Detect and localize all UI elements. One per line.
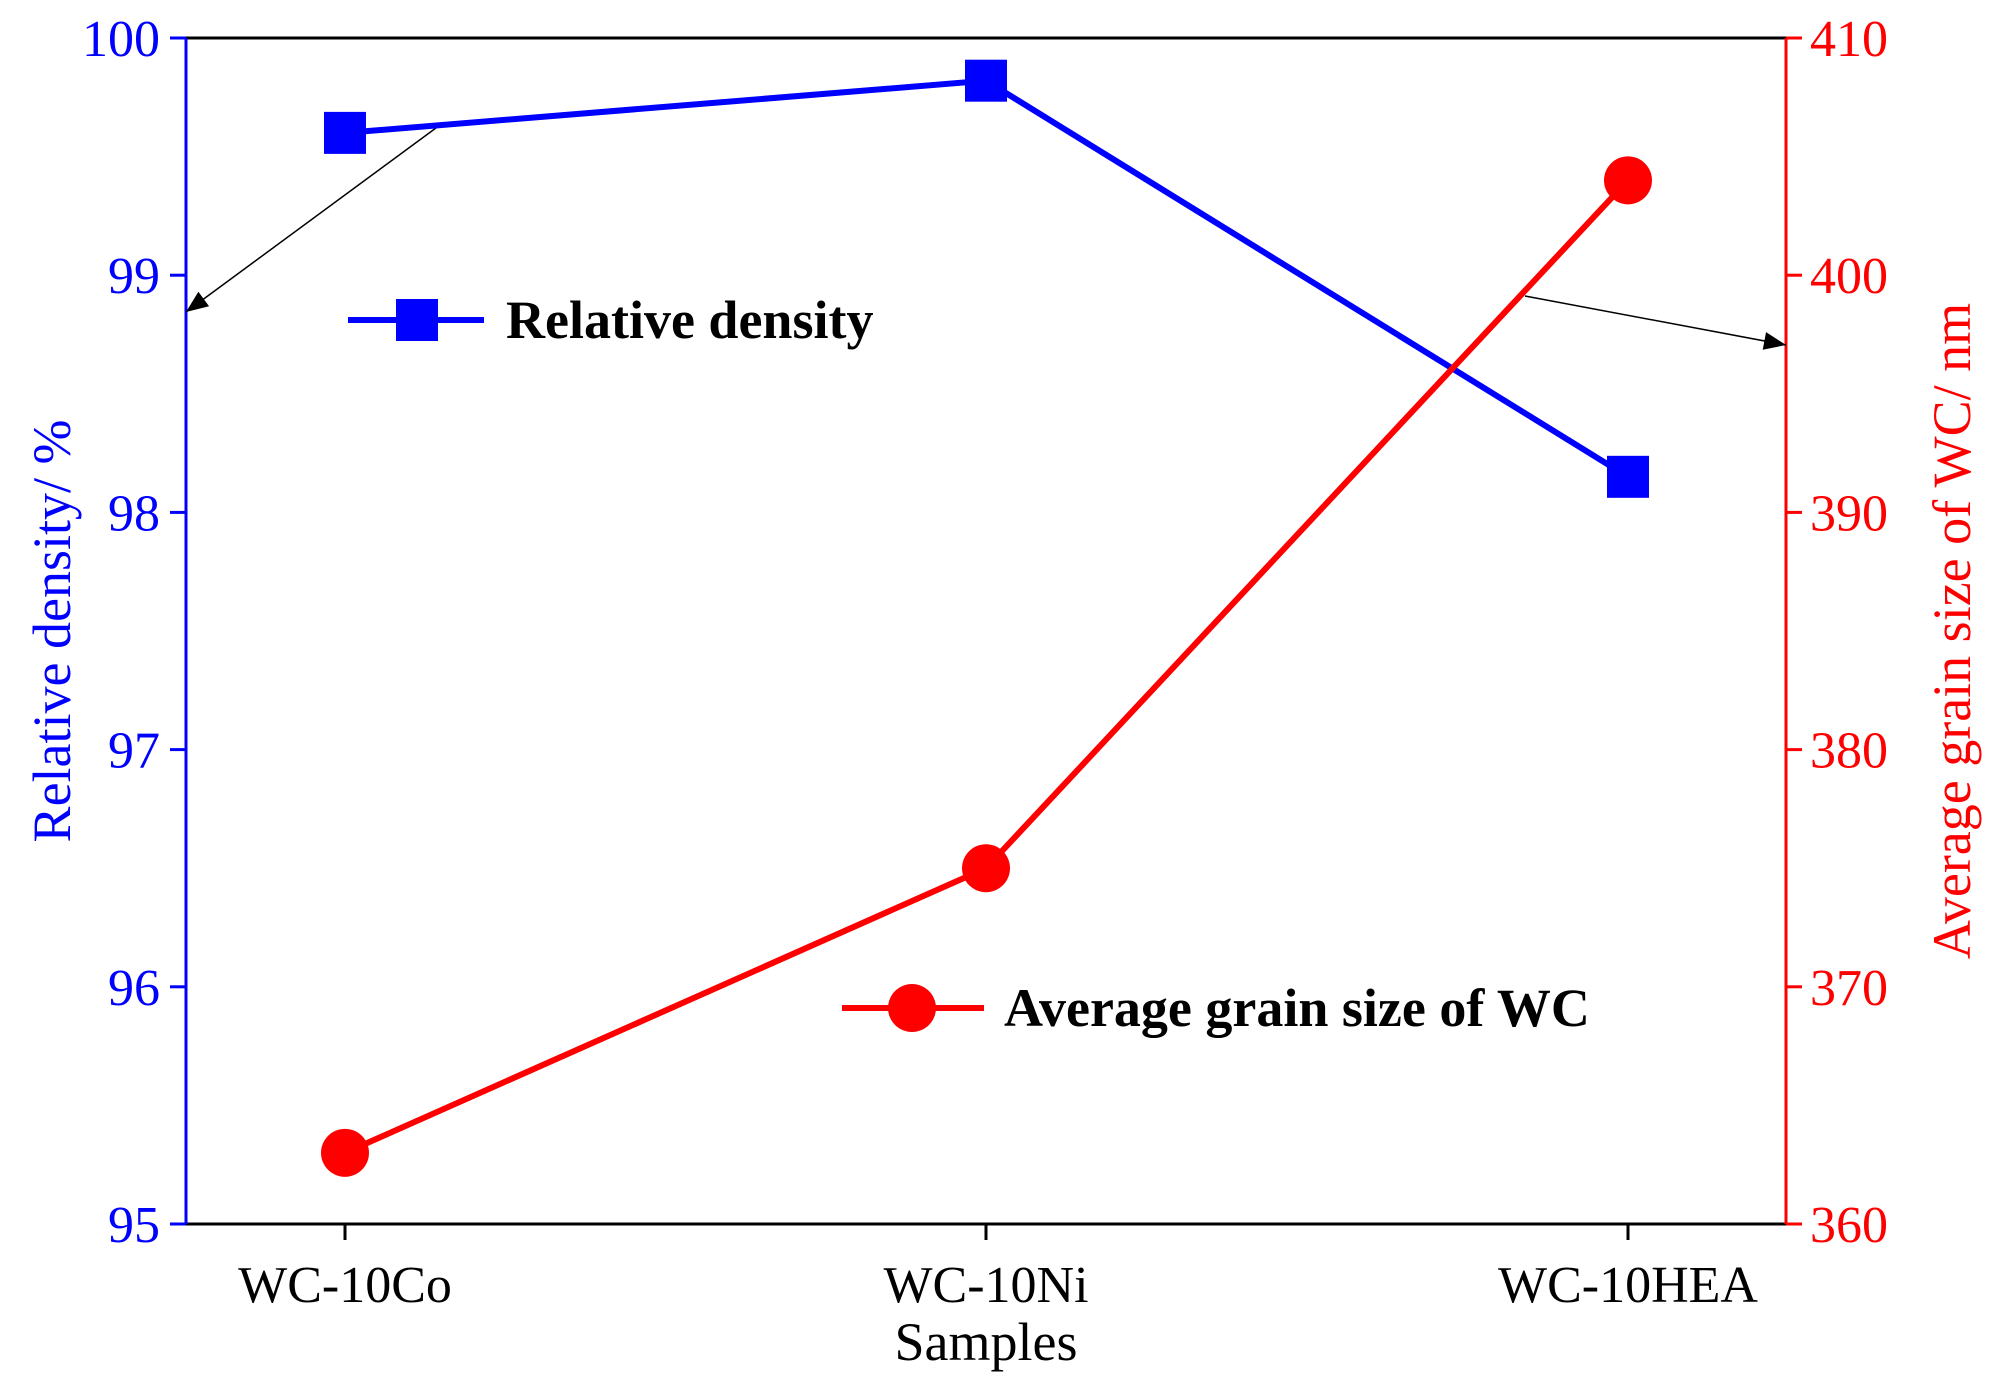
series-line-relative-density — [344, 77, 1630, 480]
data-point-circle — [962, 844, 1010, 893]
right-y-tick-label: 380 — [1810, 723, 1888, 780]
annotation-arrowhead — [1762, 332, 1786, 350]
right-y-tick-label: 410 — [1810, 11, 1888, 68]
data-point-circle — [321, 1128, 369, 1177]
left-y-tick-label: 99 — [108, 248, 160, 305]
right-y-tick-label: 390 — [1810, 485, 1888, 542]
left-y-axis-ticks: 95 96 97 98 99 100 — [82, 11, 186, 1254]
legend-label-grain-size: Average grain size of WC — [1004, 978, 1590, 1038]
x-tick-label: WC-10Ni — [883, 1257, 1088, 1314]
axis-annotations — [185, 124, 1787, 350]
right-y-tick-label: 370 — [1810, 960, 1888, 1017]
left-y-tick-label: 96 — [108, 960, 160, 1017]
x-axis-ticks: WC-10Co WC-10Ni WC-10HEA — [238, 1224, 1758, 1314]
left-y-tick-label: 100 — [82, 11, 160, 68]
x-tick-label: WC-10Co — [238, 1257, 452, 1314]
right-y-axis-ticks: 360 370 380 390 400 410 — [1786, 11, 1888, 1254]
legend-relative-density: Relative density — [348, 290, 873, 350]
legend-label-relative-density: Relative density — [506, 290, 873, 350]
legend-marker-square — [396, 299, 438, 341]
x-tick-label: WC-10HEA — [1498, 1257, 1758, 1314]
series-layer — [321, 59, 1652, 1177]
right-y-tick-label: 400 — [1810, 248, 1888, 305]
data-point-square — [1607, 455, 1649, 498]
data-point-circle — [1604, 156, 1652, 205]
data-point-square — [965, 59, 1007, 102]
annotation-arrow-line — [1524, 295, 1787, 346]
left-y-tick-label: 95 — [108, 1197, 160, 1254]
right-y-tick-label: 360 — [1810, 1197, 1888, 1254]
left-y-tick-label: 97 — [108, 723, 160, 780]
legend-grain-size: Average grain size of WC — [842, 978, 1590, 1038]
data-point-square — [324, 111, 366, 154]
left-y-axis-title: Relative density/ % — [22, 420, 82, 843]
right-y-axis-title: Average grain size of WC/ nm — [1922, 303, 1982, 959]
x-axis-title: Samples — [895, 1312, 1078, 1372]
left-y-tick-label: 98 — [108, 485, 160, 542]
legend-marker-circle — [888, 984, 936, 1032]
annotation-arrow-line — [185, 124, 441, 313]
annotation-arrowhead — [186, 291, 210, 312]
